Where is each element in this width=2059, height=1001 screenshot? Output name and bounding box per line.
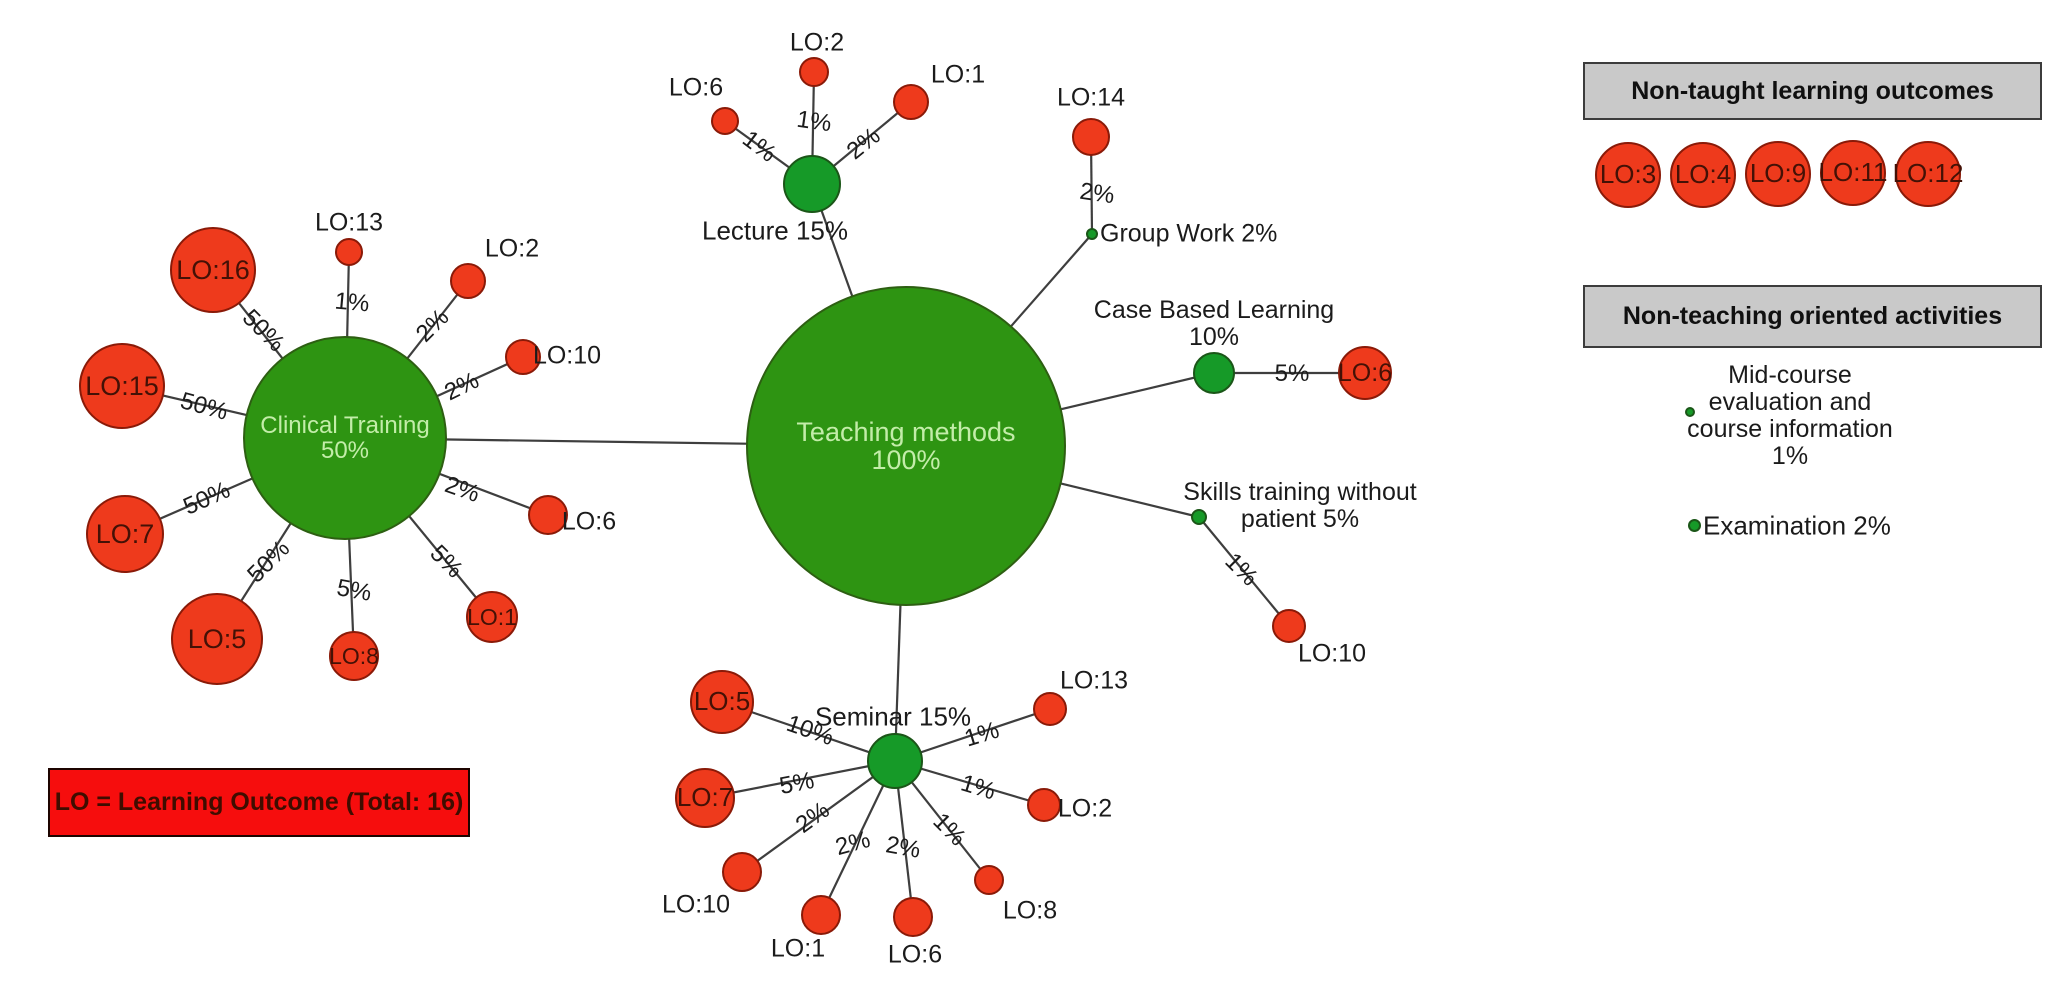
lecture-label: Lecture 15% — [702, 215, 848, 246]
outcome-node-lo14 — [1072, 118, 1110, 156]
outcome-node-lo1-seminar — [801, 895, 841, 935]
outcome-label-lo10-skills: LO:10 — [1297, 639, 1367, 668]
outcome-node-lo9-panel: LO:9 — [1745, 141, 1811, 207]
outcome-node-lo2-seminar — [1027, 788, 1061, 822]
outcome-node-lo1-lecture — [893, 84, 929, 120]
outcome-node-lo2-clinical — [450, 263, 486, 299]
outcome-label-lo10-clinical: LO:10 — [532, 341, 602, 370]
outcome-label: LO:1 — [467, 603, 517, 630]
edge — [704, 759, 896, 800]
legend-box: LO = Learning Outcome (Total: 16) — [48, 768, 470, 837]
outcome-node-lo11-panel: LO:11 — [1818, 140, 1888, 206]
non-teaching-title: Non-teaching oriented activities — [1622, 302, 2003, 330]
outcome-node-lo7-clinical: LO:7 — [86, 495, 164, 573]
outcome-label-lo8-seminar: LO:8 — [1002, 896, 1058, 925]
outcome-label: LO:15 — [85, 370, 159, 401]
outcome-node-lo13-clinical — [335, 238, 363, 266]
edge-weight-label: 1% — [795, 105, 834, 138]
outcome-node-lo6-seminar — [893, 897, 933, 937]
outcome-node-lo2-lecture — [799, 57, 829, 87]
edge-weight-label: 2% — [1078, 177, 1117, 210]
skills-training-label: Skills training without patient 5% — [1183, 478, 1417, 533]
outcome-node-lo10-skills — [1272, 609, 1306, 643]
edge — [741, 760, 896, 873]
outcome-label: LO:16 — [176, 254, 250, 285]
edge-weight-label: 2% — [883, 831, 923, 864]
outcome-node-lo1-clinical: LO:1 — [466, 591, 518, 643]
non-taught-header: Non-taught learning outcomes — [1583, 62, 2042, 120]
outcome-node-lo5-seminar: LO:5 — [690, 670, 754, 734]
outcome-node-lo8-seminar — [974, 865, 1004, 895]
outcome-node-lo12-panel: LO:12 — [1892, 141, 1964, 207]
mid-course-evaluation-node — [1685, 407, 1695, 417]
outcome-label: LO:6 — [1337, 358, 1393, 387]
clinical-training-label: Clinical Training 50% — [260, 411, 430, 464]
clinical-training-node: Clinical Training 50% — [243, 336, 447, 540]
outcome-label: LO:8 — [329, 642, 379, 669]
outcome-label-lo2-seminar: LO:2 — [1057, 794, 1113, 823]
teaching-methods-pct: 100% — [871, 445, 941, 475]
outcome-node-lo10-clinical — [505, 339, 541, 375]
outcome-node-lo8-clinical: LO:8 — [329, 631, 379, 681]
legend-label: LO = Learning Outcome (Total: 16) — [54, 788, 464, 816]
outcome-label: LO:7 — [676, 782, 734, 813]
non-teaching-header: Non-teaching oriented activities — [1583, 285, 2042, 348]
examination-label: Examination 2% — [1703, 510, 1891, 541]
outcome-label: LO:9 — [1749, 158, 1807, 189]
outcome-node-lo6-clinical — [528, 495, 568, 535]
outcome-node-lo7-seminar: LO:7 — [675, 768, 735, 828]
outcome-node-lo13-seminar — [1033, 692, 1067, 726]
case-based-learning-label: Case Based Learning 10% — [1093, 296, 1335, 351]
outcome-label: LO:12 — [1892, 158, 1964, 189]
outcome-node-lo6-lecture — [711, 107, 739, 135]
outcome-label-lo1-lecture: LO:1 — [930, 60, 986, 89]
outcome-node-lo6-cbl: LO:6 — [1338, 346, 1392, 400]
outcome-label-lo13-clinical: LO:13 — [314, 208, 384, 237]
outcome-label-lo6-seminar: LO:6 — [887, 940, 943, 969]
outcome-label-lo6-lecture: LO:6 — [668, 73, 724, 102]
outcome-node-lo15: LO:15 — [79, 343, 165, 429]
edge-weight-label: 1% — [333, 287, 371, 318]
outcome-label: LO:4 — [1674, 159, 1732, 190]
outcome-label: LO:7 — [95, 518, 155, 549]
outcome-node-lo16: LO:16 — [170, 227, 256, 313]
group-work-label: Group Work 2% — [1100, 219, 1278, 248]
lecture-node — [783, 155, 841, 213]
teaching-methods-node: Teaching methods 100% — [746, 286, 1066, 606]
mid-course-evaluation-label: Mid-course evaluation and course informa… — [1687, 361, 1893, 470]
case-based-learning-node — [1193, 352, 1235, 394]
outcome-label: LO:11 — [1818, 157, 1888, 188]
edge-weight-label: 5% — [334, 574, 374, 607]
outcome-label-lo2-clinical: LO:2 — [484, 234, 540, 263]
skills-training-node — [1191, 509, 1207, 525]
outcome-node-lo5-clinical: LO:5 — [171, 593, 263, 685]
seminar-label: Seminar 15% — [814, 701, 972, 732]
outcome-label: LO:3 — [1599, 159, 1657, 190]
outcome-label-lo13-seminar: LO:13 — [1059, 666, 1129, 695]
outcome-label: LO:5 — [187, 623, 247, 654]
outcome-label-lo10-seminar: LO:10 — [661, 890, 731, 919]
examination-node — [1688, 519, 1701, 532]
outcome-label-lo6-clinical: LO:6 — [561, 507, 617, 536]
outcome-node-lo10-seminar — [722, 852, 762, 892]
edge — [1198, 516, 1290, 627]
edge — [820, 760, 896, 916]
outcome-node-lo4-panel: LO:4 — [1670, 142, 1736, 208]
edge-weight-label: 5% — [1274, 360, 1310, 387]
outcome-node-lo3-panel: LO:3 — [1595, 142, 1661, 208]
outcome-label: LO:5 — [693, 686, 751, 717]
group-work-node — [1086, 228, 1098, 240]
teaching-methods-label: Teaching methods — [796, 416, 1016, 447]
seminar-node — [867, 733, 923, 789]
non-taught-title: Non-taught learning outcomes — [1631, 76, 1994, 105]
outcome-label-lo2-lecture: LO:2 — [789, 28, 845, 57]
outcome-label-lo14: LO:14 — [1056, 83, 1126, 112]
outcome-label-lo1-seminar: LO:1 — [770, 934, 826, 963]
